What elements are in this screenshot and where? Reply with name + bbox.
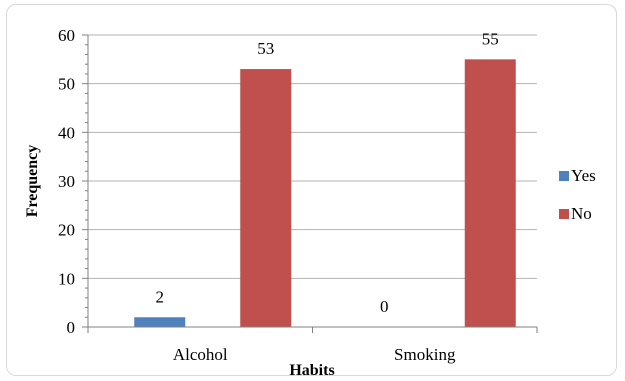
y-tick-label: 40: [58, 123, 75, 142]
legend-swatch: [559, 209, 569, 219]
bar-no: [464, 59, 516, 327]
bar-no: [240, 69, 292, 328]
data-label: 53: [257, 39, 274, 58]
y-tick-label: 50: [58, 75, 75, 94]
y-tick-label: 10: [58, 269, 75, 288]
y-tick-label: 60: [58, 26, 75, 45]
x-tick-label: Alcohol: [173, 345, 228, 364]
data-label: 0: [380, 297, 389, 316]
bar-yes: [134, 317, 186, 327]
data-label: 2: [156, 287, 165, 306]
y-tick-label: 0: [67, 318, 76, 337]
legend-label: No: [571, 204, 592, 223]
y-tick-label: 30: [58, 172, 75, 191]
x-axis-title: Habits: [289, 362, 334, 379]
x-tick-label: Smoking: [394, 345, 456, 364]
y-axis-title: Frequency: [24, 145, 41, 218]
legend-label: Yes: [571, 166, 596, 185]
legend-swatch: [559, 171, 569, 181]
data-label: 55: [482, 29, 499, 48]
y-tick-label: 20: [58, 221, 75, 240]
